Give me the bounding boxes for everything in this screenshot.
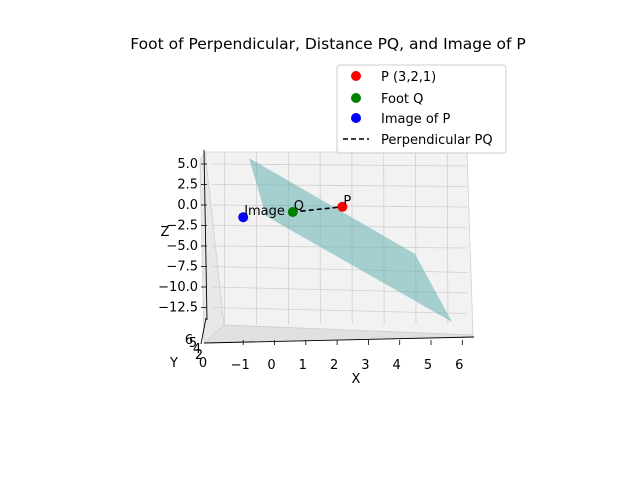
axis-lines [200,149,475,345]
y-tick-label: 2 [195,348,203,363]
y-axis-label: Y [169,356,178,371]
plane-layer [249,158,452,322]
point-label-q: Q [294,199,304,214]
point-image [238,212,249,223]
x-axis-label: X [352,372,361,387]
grid-line-z [211,184,468,187]
z-tick-label: −12.5 [158,301,198,316]
legend-label-perpendicular: Perpendicular PQ [381,133,493,148]
plane-surface [249,158,452,322]
chart-title: Foot of Perpendicular, Distance PQ, and … [130,35,526,53]
point-q [287,207,298,217]
x-tick-label: 1 [299,358,307,373]
x-tick-label: −1 [231,358,250,373]
perpendicular-pq-line [292,206,343,213]
x-tick-label: 5 [424,358,432,373]
x-tick-label: 3 [361,358,369,373]
z-axis-line [203,149,208,321]
x-tick-label: 0 [267,358,275,373]
x-tick-label: 4 [393,358,401,373]
z-axis-label: Z [161,225,170,240]
z-ticks: 5.0 2.5 0.0 −2.5 −5.0 −7.5 −10.0 −12.5 [158,157,207,316]
y-tick-label: 0 [199,356,207,371]
z-tick-label: 5.0 [177,157,198,172]
z-tick-label: 0.0 [177,198,198,213]
point-p [337,201,348,212]
z-tick-label: −10.0 [158,280,198,295]
legend-label-q: Foot Q [381,92,423,107]
y-tick-label: 4 [193,342,201,357]
legend-marker-p [351,71,361,81]
legend-marker-q [351,93,361,103]
y-tick-label: 6 [185,333,193,348]
grid-line-z [211,307,468,314]
y-axis-line [200,317,207,345]
data-layer: P Q Image [238,194,351,223]
legend-label-image: Image of P [381,112,451,127]
grid-line-x [446,151,449,325]
legend-label-p: P (3,2,1) [381,70,436,85]
z-tick-label: −5.0 [166,239,198,254]
z-tick-label: −2.5 [166,219,198,234]
x-axis-line [203,336,475,344]
grid-lines [211,151,468,325]
point-label-p: P [343,194,351,209]
z-tick-label: 2.5 [177,178,198,193]
legend: P (3,2,1) Foot Q Image of P Perpendicular P… [336,64,507,154]
z-tick-label: −7.5 [166,260,198,275]
point-label-image: Image [244,204,285,219]
x-ticks: −1 0 1 2 3 4 5 6 [231,340,463,373]
legend-marker-image [351,113,361,123]
x-tick-label: 2 [330,358,338,373]
legend-frame [336,64,507,154]
x-tick-label: 6 [455,358,463,373]
y-tick-label: 5 [189,336,197,351]
